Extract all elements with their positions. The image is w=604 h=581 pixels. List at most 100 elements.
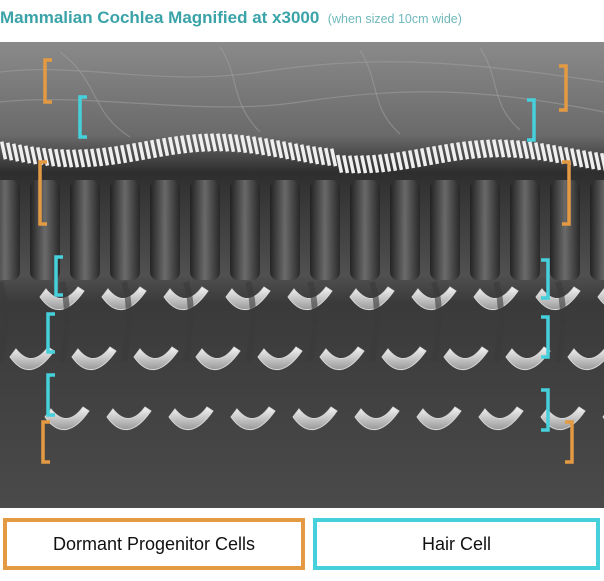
- stereocilia-bundle: [144, 140, 152, 160]
- hair-cell-bracket: [527, 98, 536, 142]
- outer-hair-cell: [411, 286, 457, 311]
- stereocilia-bundle: [72, 149, 80, 168]
- stereocilia-bundle: [582, 150, 590, 169]
- support-cell-shadow: [183, 281, 194, 363]
- membrane-fold: [359, 49, 401, 135]
- title-main: Mammalian Cochlea Magnified at x3000: [0, 8, 320, 27]
- outer-hair-cell: [195, 346, 241, 371]
- stereocilia-bundle: [234, 134, 242, 153]
- stereocilia-bundle: [263, 138, 272, 157]
- stereocilia-bundle: [42, 147, 50, 167]
- outer-hair-cell: [354, 406, 400, 431]
- stereocilia-bundle: [474, 140, 482, 159]
- dormant-progenitor-bracket: [562, 160, 571, 226]
- stereocilia-bundle: [330, 148, 338, 167]
- hair-cell-bracket: [541, 258, 550, 300]
- dormant-progenitor-bracket: [41, 420, 50, 464]
- hair-cell-bracket: [46, 373, 55, 417]
- stereocilia-bundle: [431, 145, 440, 165]
- hair-cell-bracket: [541, 388, 550, 432]
- outer-hair-cell: [101, 286, 147, 311]
- dormant-progenitor-bracket: [43, 58, 52, 104]
- stereocilia-bundle: [354, 155, 362, 174]
- outer-hair-cell: [478, 406, 524, 431]
- stereocilia-bundle: [293, 143, 302, 162]
- stereocilia-bundle: [522, 140, 530, 160]
- stereocilia-bundle: [576, 149, 584, 168]
- stereocilia-bundle: [102, 147, 110, 166]
- stereocilia-bundle: [258, 137, 266, 156]
- tectorial-membrane-texture: [0, 46, 604, 138]
- stereocilia-bundle: [347, 155, 356, 174]
- pillar-cell: [70, 180, 100, 280]
- outer-hair-cell: [39, 286, 85, 311]
- support-cell-shadow: [121, 281, 132, 363]
- stereocilia-bundle: [174, 135, 182, 155]
- stereocilia-bundle: [138, 141, 146, 161]
- outer-hair-cell: [225, 286, 271, 311]
- stereocilia-bundle: [455, 142, 464, 161]
- outer-hair-cell: [163, 286, 209, 311]
- stereocilia-bundle: [12, 143, 20, 162]
- stereocilia-bundle: [96, 148, 104, 167]
- outer-hair-cell: [381, 346, 427, 371]
- stereocilia-bundle: [359, 155, 368, 174]
- stereocilia-bundle: [18, 144, 26, 163]
- stereocilia-bundle: [341, 155, 350, 174]
- membrane-fold: [59, 51, 131, 138]
- outer-hair-cell: [9, 346, 55, 371]
- stereocilia-bundle: [552, 144, 560, 164]
- stereocilia-bundle: [485, 139, 494, 158]
- outer-hair-cell: [133, 346, 179, 371]
- dormant-progenitor-bracket: [565, 420, 574, 464]
- stereocilia-bundle: [509, 139, 518, 159]
- support-cell-shadow: [245, 281, 256, 363]
- outer-hair-cell: [292, 406, 338, 431]
- stereocilia-bundle: [228, 133, 236, 153]
- pillar-cell: [150, 180, 180, 280]
- stereocilia-bundle: [389, 152, 398, 172]
- support-cell-shadow: [555, 281, 566, 363]
- outer-hair-cell: [567, 348, 604, 371]
- legend-dormant-progenitor-cells: Dormant Progenitor Cells: [3, 518, 305, 570]
- stereocilia-bundle: [48, 148, 56, 167]
- stereocilia-bundle: [335, 154, 344, 174]
- region-markers: [38, 58, 574, 464]
- stereocilia-bundle: [120, 144, 128, 164]
- membrane-fold: [219, 46, 261, 133]
- stereocilia-bundle: [306, 145, 314, 164]
- stereocilia-bundle: [413, 149, 422, 168]
- stereocilia-bundle: [162, 137, 170, 157]
- outer-hair-cell: [44, 406, 90, 431]
- stereocilia-bundle: [365, 154, 374, 174]
- dormant-progenitor-bracket: [38, 160, 47, 226]
- stereocilia-bundle: [546, 143, 554, 163]
- stereocilia-bundle: [78, 149, 86, 168]
- stereocilia-bundle: [84, 148, 92, 168]
- pillar-cell: [270, 180, 300, 280]
- stereocilia-bundle: [192, 134, 200, 153]
- hair-cell-bracket: [541, 315, 550, 359]
- stereocilia-bundle: [588, 151, 596, 170]
- hair-cell-bracket: [46, 312, 55, 354]
- stereocilia-bundle: [437, 144, 446, 164]
- pillar-cell: [30, 180, 60, 280]
- figure-title: Mammalian Cochlea Magnified at x3000 (wh…: [0, 8, 462, 30]
- stereocilia-bundle: [198, 133, 206, 152]
- stereocilia-bundle: [222, 133, 230, 152]
- stereocilia-bundle: [251, 136, 260, 155]
- stereocilia-bundle: [114, 145, 122, 165]
- stereocilia-bundle: [528, 141, 536, 160]
- support-cell-shadow: [493, 281, 504, 363]
- outer-hair-cell: [287, 286, 333, 311]
- outer-hair-cell: [473, 286, 519, 311]
- outer-hair-cell: [230, 406, 276, 431]
- outer-hair-cell: [540, 406, 586, 431]
- stereocilia-bundle: [378, 154, 386, 173]
- stereocilia-bundle: [594, 152, 602, 171]
- hair-cell-bracket: [54, 255, 63, 297]
- stereocilia-bundle: [54, 148, 62, 168]
- stereocilia-bundle: [479, 139, 488, 159]
- outer-hair-cell: [349, 286, 395, 311]
- stereocilia-bundle: [558, 145, 566, 165]
